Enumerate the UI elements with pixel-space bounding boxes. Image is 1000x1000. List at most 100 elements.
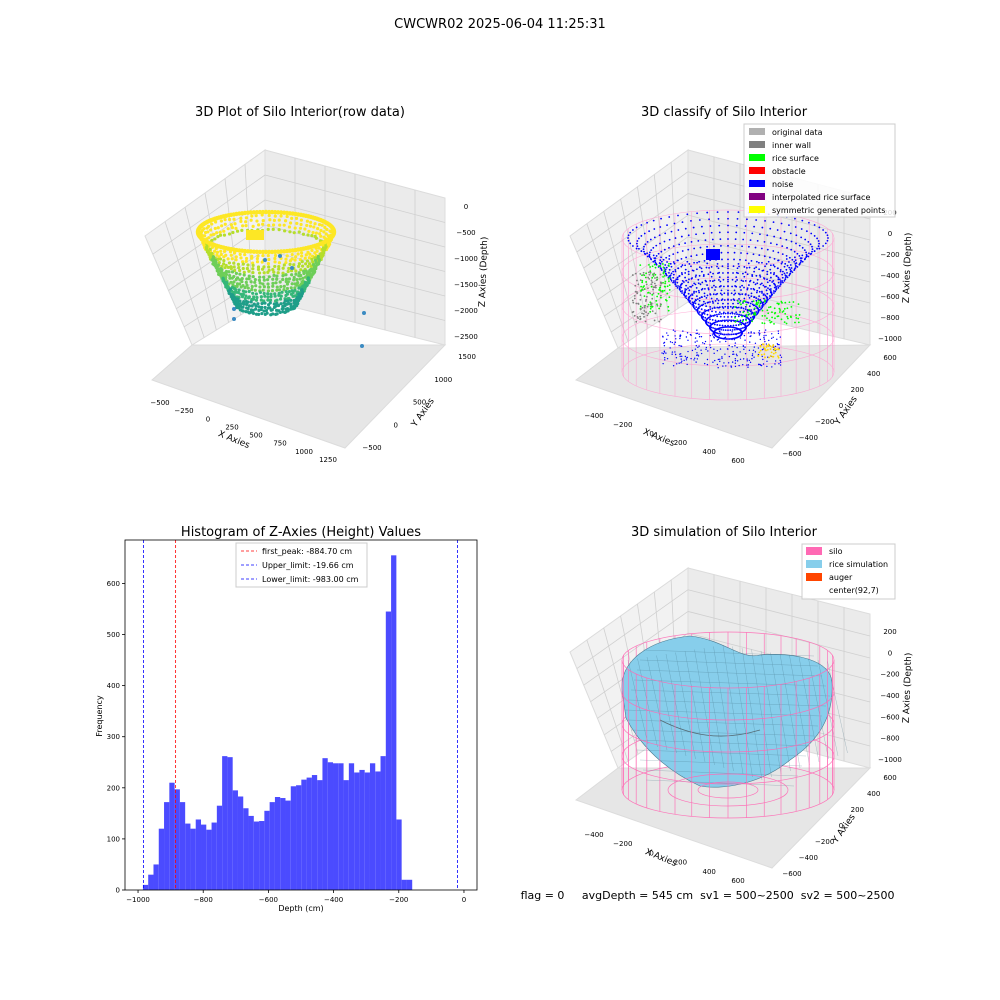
raw-data-point	[219, 219, 223, 223]
classify-noise-point	[773, 272, 776, 274]
classify-noise-point	[702, 316, 705, 318]
classify-noise-point	[627, 237, 629, 239]
raw-data-point	[216, 235, 220, 239]
classify-noise-point	[688, 301, 691, 304]
raw-data-point	[277, 293, 281, 297]
raw-data-point	[254, 284, 258, 288]
classify-noise-point	[799, 261, 802, 264]
status-flag: flag = 0	[520, 889, 565, 902]
classify-noise-point	[672, 281, 675, 284]
raw-data-point	[244, 299, 248, 304]
raw-data-point	[306, 250, 310, 254]
raw-data-point	[263, 209, 269, 215]
classify-noise-point	[784, 278, 787, 281]
classify-noise-point	[687, 281, 690, 284]
raw-pane-floor	[151, 344, 447, 449]
raw-data-point	[271, 268, 275, 272]
classify-noise-point	[788, 261, 790, 263]
raw-data-point	[218, 230, 222, 234]
raw-data-point	[297, 271, 301, 275]
raw-data-point	[244, 294, 248, 298]
raw-data-point	[212, 232, 216, 236]
classify-noise-point	[794, 259, 797, 262]
raw-data-point	[269, 313, 273, 317]
raw-data-point	[261, 253, 265, 258]
raw-data-point	[273, 214, 277, 218]
classify-noise-point	[643, 250, 645, 253]
raw-data-point	[267, 257, 271, 262]
classify-noise-point	[773, 292, 775, 294]
raw-data-point	[298, 257, 302, 262]
raw-data-point	[266, 270, 270, 275]
raw-data-point	[266, 303, 271, 307]
classify-noise-point	[781, 273, 784, 276]
raw-data-point	[305, 281, 309, 286]
raw-data-point	[297, 286, 301, 290]
raw-data-point	[255, 260, 260, 264]
classify-noise-point	[702, 300, 705, 303]
raw-data-point	[250, 304, 254, 308]
raw-data-point	[206, 230, 210, 234]
classify-noise-point	[780, 262, 783, 265]
classify-noise-point	[801, 254, 804, 257]
raw-data-point	[292, 231, 296, 235]
raw-data-point	[208, 247, 212, 251]
raw-data-point	[263, 305, 267, 310]
classify-noise-point	[808, 252, 810, 255]
raw-data-point	[207, 236, 211, 240]
classify-noise-point	[668, 271, 670, 274]
classify-noise-point	[686, 260, 689, 263]
raw-data-point	[283, 219, 288, 223]
raw-data-point	[242, 273, 246, 277]
raw-data-point	[239, 285, 243, 289]
raw-data-point	[228, 287, 233, 291]
raw-data-point	[302, 271, 306, 276]
raw-z-tick-label: −2500	[454, 333, 478, 341]
classify-noise-point	[741, 284, 743, 287]
raw-data-point	[244, 216, 248, 220]
classify-noise-point	[811, 248, 814, 251]
raw-data-point	[214, 220, 218, 224]
raw-data-point	[220, 224, 224, 228]
raw-data-point	[293, 226, 297, 230]
classify-noise-point	[719, 315, 722, 318]
raw-data-point	[240, 279, 244, 284]
classify-noise-point	[716, 315, 719, 318]
raw-data-point	[226, 285, 230, 289]
raw-data-point	[258, 290, 262, 295]
classify-noise-point	[788, 273, 791, 276]
raw-data-point	[292, 263, 296, 267]
raw-data-point	[305, 223, 309, 228]
classify-noise-point	[747, 262, 750, 265]
classify-noise-point	[638, 247, 640, 250]
raw-data-point	[257, 223, 261, 227]
classify-noise-point	[681, 292, 683, 294]
raw-data-point	[284, 289, 288, 294]
raw-data-point	[210, 238, 214, 242]
classify-noise-point	[684, 295, 687, 298]
raw-data-point	[236, 262, 241, 266]
raw-data-point	[262, 278, 266, 282]
classify-noise-point	[727, 302, 729, 305]
raw-y-tick-label: 1000	[434, 376, 452, 384]
classify-noise-point	[754, 283, 757, 286]
classify-noise-point	[676, 278, 679, 281]
raw-data-point	[292, 278, 296, 282]
raw-data-point	[271, 281, 275, 285]
raw-data-point	[222, 229, 226, 233]
raw-data-point	[227, 261, 232, 265]
raw-data-point	[281, 274, 285, 278]
raw-data-point	[256, 267, 261, 271]
simulation-zlabel: Z Axies (Depth)	[902, 653, 914, 724]
raw-data-point	[283, 229, 287, 233]
raw-data-point	[299, 288, 304, 292]
raw-data-point	[272, 218, 277, 222]
classify-noise-point	[739, 331, 741, 334]
raw-data-point	[265, 278, 270, 282]
raw-data-point	[304, 253, 308, 257]
simulation-legend-label: center(92,7)	[829, 586, 879, 595]
raw-data-point	[239, 219, 243, 223]
classify-noise-point	[766, 281, 769, 284]
classify-noise-point	[755, 266, 758, 269]
raw-data-point	[304, 262, 308, 266]
